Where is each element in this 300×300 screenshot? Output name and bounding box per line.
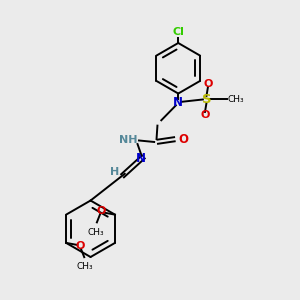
Text: CH₃: CH₃ bbox=[227, 95, 244, 104]
Text: Cl: Cl bbox=[172, 27, 184, 37]
Text: N: N bbox=[173, 96, 183, 109]
Text: O: O bbox=[96, 206, 105, 216]
Text: NH: NH bbox=[119, 136, 137, 146]
Text: N: N bbox=[136, 152, 146, 165]
Text: H: H bbox=[110, 167, 119, 177]
Text: S: S bbox=[202, 93, 211, 106]
Text: CH₃: CH₃ bbox=[76, 262, 93, 272]
Text: O: O bbox=[200, 110, 210, 120]
Text: O: O bbox=[203, 79, 213, 89]
Text: O: O bbox=[76, 241, 85, 251]
Text: CH₃: CH₃ bbox=[88, 228, 105, 237]
Text: O: O bbox=[178, 133, 188, 146]
